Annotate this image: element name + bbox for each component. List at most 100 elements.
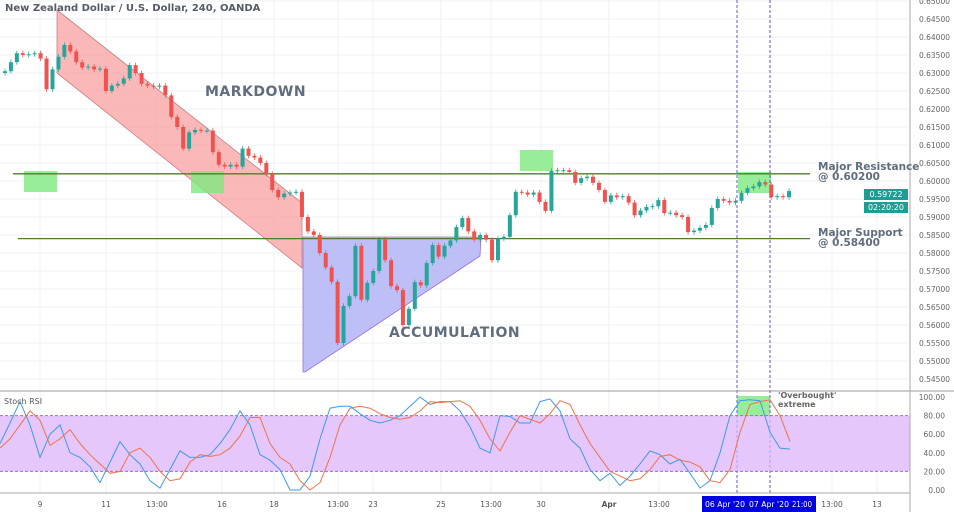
candle-body (715, 199, 720, 208)
candle-body (169, 95, 174, 117)
candle-body (436, 245, 441, 257)
candle-body (92, 66, 97, 70)
overbought-line1: 'Overbought' (778, 391, 837, 400)
support-value: @ 0.58400 (818, 237, 880, 249)
candle-body (656, 200, 661, 207)
candle-body (460, 218, 465, 228)
candle-body (709, 208, 714, 225)
price-tick-label: 0.61500 (919, 123, 950, 132)
candle-body (674, 212, 679, 216)
candle-body (763, 182, 768, 185)
candle-body (288, 192, 293, 194)
markdown-label: MARKDOWN (205, 84, 307, 100)
price-tick-label: 0.63500 (919, 51, 950, 60)
candle-body (751, 186, 756, 189)
candle-body (109, 85, 114, 91)
candle-body (44, 58, 49, 90)
price-tick-label: 0.59500 (919, 195, 950, 204)
candle-body (686, 217, 691, 233)
candle-body (163, 85, 168, 96)
candle-body (543, 201, 548, 211)
price-tick-label: 0.56000 (919, 321, 950, 330)
candle-body (323, 253, 328, 268)
time-tick-label: 21:00 (792, 500, 812, 509)
time-tick-label: 07 Apr '20 (749, 500, 789, 509)
candle-body (620, 196, 625, 198)
candle-body (234, 164, 239, 167)
price-tick-label: 0.55000 (919, 357, 950, 366)
candle-body (757, 182, 762, 187)
candle-body (626, 196, 631, 203)
candle-body (311, 231, 316, 235)
stoch-d-line (0, 399, 791, 491)
markdown-channel (56, 9, 303, 269)
candle-body (222, 164, 227, 167)
candle-body (484, 235, 489, 240)
price-tick-label: 0.56500 (919, 303, 950, 312)
time-tick-label: 13:00 (648, 500, 670, 509)
time-tick-label: 23 (368, 500, 378, 509)
candle-body (282, 193, 287, 198)
candle-body (276, 190, 281, 198)
drawings (13, 0, 810, 493)
price-tick-label: 0.63000 (919, 69, 950, 78)
candle-body (406, 308, 411, 325)
highlight-box (738, 172, 771, 193)
candle-body (98, 68, 103, 70)
candle-body (579, 178, 584, 183)
time-tick-label: 13:00 (327, 500, 349, 509)
candle-body (638, 210, 643, 216)
candle-body (775, 196, 780, 198)
support-label: Major Support (818, 227, 903, 239)
candle-body (602, 190, 607, 202)
candle-body (739, 192, 744, 201)
price-tick-label: 0.60000 (919, 177, 950, 186)
price-tick-label: 0.57500 (919, 267, 950, 276)
candle-body (680, 215, 685, 217)
resistance-value: @ 0.60200 (818, 171, 880, 183)
price-tick-label: 0.58500 (919, 231, 950, 240)
candle-body (531, 192, 536, 195)
candle-body (151, 85, 156, 87)
candle-body (478, 235, 483, 240)
candle-body (400, 290, 405, 325)
candle-body (198, 129, 203, 131)
candle-body (519, 191, 524, 193)
candle-body (697, 227, 702, 231)
time-tick-label: 16 (217, 500, 227, 509)
candle-body (252, 155, 257, 158)
stoch-rsi-title: Stoch RSI (4, 397, 43, 406)
candle-body (501, 236, 506, 239)
date-highlight (702, 496, 816, 512)
time-tick-label: 18 (269, 500, 279, 509)
candle-body (454, 227, 459, 241)
candle-body (632, 202, 637, 216)
candle-body (139, 73, 144, 84)
time-tick-label: 06 Apr '20 (705, 500, 745, 509)
candle-body (490, 239, 495, 261)
candle-body (513, 191, 518, 216)
stoch-tick-label: 20.00 (924, 467, 946, 476)
candle-body (204, 130, 209, 132)
candle-body (418, 282, 423, 286)
stoch-tick-label: 60.00 (924, 430, 946, 439)
candle-body (62, 44, 67, 57)
candle-body (264, 163, 269, 174)
stoch-tick-label: 40.00 (924, 449, 946, 458)
candle-body (175, 116, 180, 127)
candle-body (691, 230, 696, 233)
candle-body (567, 170, 572, 172)
price-tick-label: 0.57000 (919, 285, 950, 294)
candle-body (335, 281, 340, 343)
accumulation-triangle (302, 236, 482, 373)
highlight-box (191, 171, 224, 193)
price-tick-label: 0.64000 (919, 33, 950, 42)
candle-body (157, 85, 162, 87)
resistance-label: Major Resistance (818, 161, 920, 173)
candles (2, 42, 792, 346)
candle-body (745, 188, 750, 193)
candle-body (703, 224, 708, 228)
candle-body (329, 267, 334, 282)
stoch-tick-label: 80.00 (924, 412, 946, 421)
